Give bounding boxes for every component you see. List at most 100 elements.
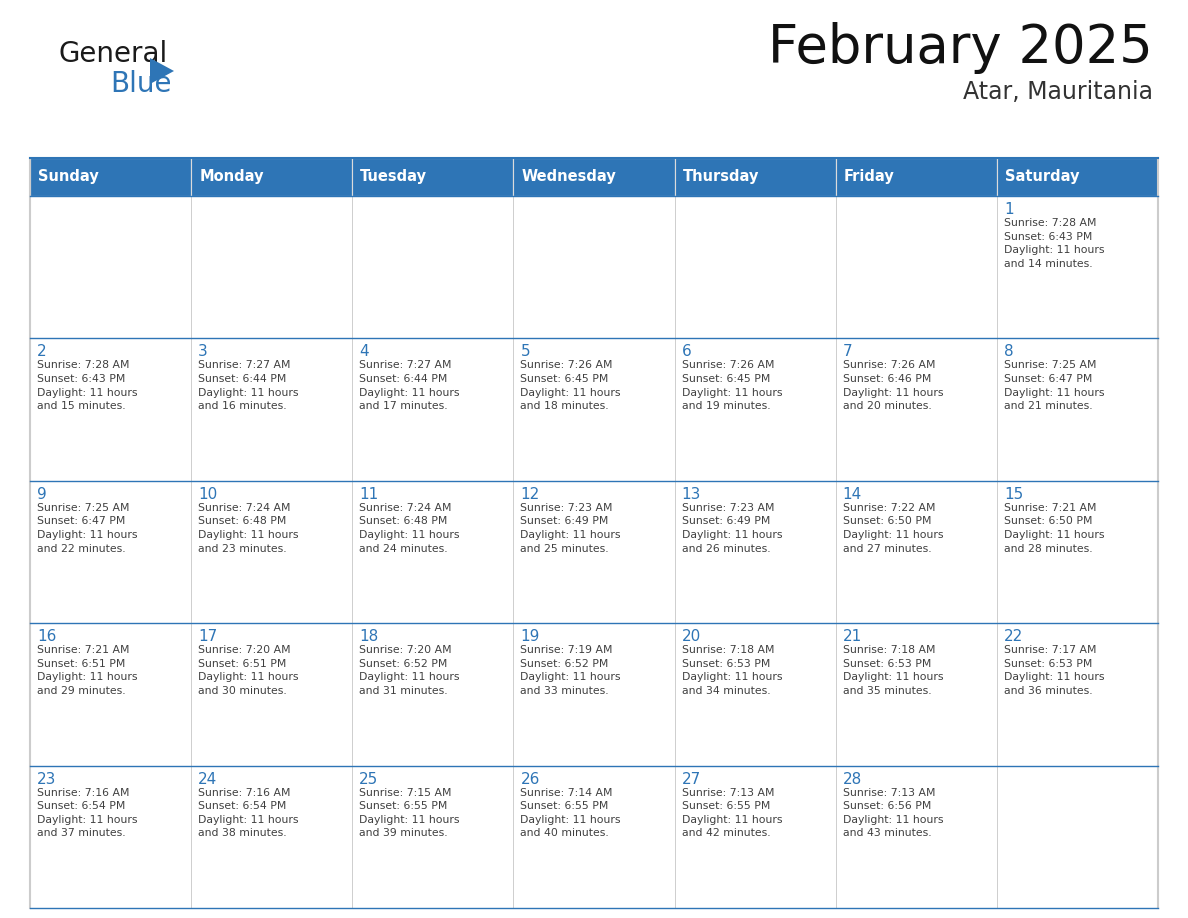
Bar: [997, 481, 1158, 623]
Bar: [997, 339, 1158, 481]
Bar: [997, 766, 1158, 908]
Text: Sunrise: 7:27 AM
Sunset: 6:44 PM
Daylight: 11 hours
and 17 minutes.: Sunrise: 7:27 AM Sunset: 6:44 PM Dayligh…: [359, 361, 460, 411]
Text: 3: 3: [198, 344, 208, 360]
Bar: [353, 339, 513, 481]
Bar: [30, 481, 191, 623]
Text: 21: 21: [842, 629, 862, 644]
Text: Wednesday: Wednesday: [522, 170, 617, 185]
Bar: [835, 481, 997, 623]
Bar: [30, 158, 191, 196]
Text: 11: 11: [359, 487, 379, 502]
Text: 15: 15: [1004, 487, 1023, 502]
Text: 17: 17: [198, 629, 217, 644]
Text: 13: 13: [682, 487, 701, 502]
Text: Sunrise: 7:24 AM
Sunset: 6:48 PM
Daylight: 11 hours
and 24 minutes.: Sunrise: 7:24 AM Sunset: 6:48 PM Dayligh…: [359, 503, 460, 554]
Text: Thursday: Thursday: [683, 170, 759, 185]
Text: 7: 7: [842, 344, 852, 360]
Text: Sunrise: 7:18 AM
Sunset: 6:53 PM
Daylight: 11 hours
and 35 minutes.: Sunrise: 7:18 AM Sunset: 6:53 PM Dayligh…: [842, 645, 943, 696]
Text: Sunrise: 7:23 AM
Sunset: 6:49 PM
Daylight: 11 hours
and 26 minutes.: Sunrise: 7:23 AM Sunset: 6:49 PM Dayligh…: [682, 503, 782, 554]
Bar: [30, 623, 191, 766]
Text: Sunrise: 7:26 AM
Sunset: 6:45 PM
Daylight: 11 hours
and 18 minutes.: Sunrise: 7:26 AM Sunset: 6:45 PM Dayligh…: [520, 361, 621, 411]
Text: 22: 22: [1004, 629, 1023, 644]
Text: Sunrise: 7:19 AM
Sunset: 6:52 PM
Daylight: 11 hours
and 33 minutes.: Sunrise: 7:19 AM Sunset: 6:52 PM Dayligh…: [520, 645, 621, 696]
Text: Sunrise: 7:21 AM
Sunset: 6:50 PM
Daylight: 11 hours
and 28 minutes.: Sunrise: 7:21 AM Sunset: 6:50 PM Dayligh…: [1004, 503, 1105, 554]
Text: Blue: Blue: [110, 70, 171, 98]
Bar: [835, 339, 997, 481]
Text: Sunrise: 7:16 AM
Sunset: 6:54 PM
Daylight: 11 hours
and 38 minutes.: Sunrise: 7:16 AM Sunset: 6:54 PM Dayligh…: [198, 788, 298, 838]
Bar: [513, 766, 675, 908]
Bar: [997, 158, 1158, 196]
Text: 23: 23: [37, 772, 56, 787]
Text: Atar, Mauritania: Atar, Mauritania: [963, 80, 1154, 104]
Bar: [353, 766, 513, 908]
Text: February 2025: February 2025: [769, 22, 1154, 74]
Bar: [191, 623, 353, 766]
Text: Sunrise: 7:26 AM
Sunset: 6:46 PM
Daylight: 11 hours
and 20 minutes.: Sunrise: 7:26 AM Sunset: 6:46 PM Dayligh…: [842, 361, 943, 411]
Bar: [353, 158, 513, 196]
Text: 6: 6: [682, 344, 691, 360]
Text: 8: 8: [1004, 344, 1013, 360]
Text: 19: 19: [520, 629, 539, 644]
Text: 2: 2: [37, 344, 46, 360]
Bar: [30, 339, 191, 481]
Text: 27: 27: [682, 772, 701, 787]
Text: Sunrise: 7:14 AM
Sunset: 6:55 PM
Daylight: 11 hours
and 40 minutes.: Sunrise: 7:14 AM Sunset: 6:55 PM Dayligh…: [520, 788, 621, 838]
Text: Sunrise: 7:15 AM
Sunset: 6:55 PM
Daylight: 11 hours
and 39 minutes.: Sunrise: 7:15 AM Sunset: 6:55 PM Dayligh…: [359, 788, 460, 838]
Text: Sunrise: 7:25 AM
Sunset: 6:47 PM
Daylight: 11 hours
and 22 minutes.: Sunrise: 7:25 AM Sunset: 6:47 PM Dayligh…: [37, 503, 138, 554]
Polygon shape: [150, 58, 173, 84]
Text: Tuesday: Tuesday: [360, 170, 428, 185]
Bar: [675, 766, 835, 908]
Bar: [30, 766, 191, 908]
Text: General: General: [58, 40, 168, 68]
Text: 25: 25: [359, 772, 379, 787]
Bar: [997, 623, 1158, 766]
Text: 12: 12: [520, 487, 539, 502]
Bar: [513, 158, 675, 196]
Text: Sunrise: 7:13 AM
Sunset: 6:55 PM
Daylight: 11 hours
and 42 minutes.: Sunrise: 7:13 AM Sunset: 6:55 PM Dayligh…: [682, 788, 782, 838]
Text: 4: 4: [359, 344, 369, 360]
Text: Sunday: Sunday: [38, 170, 99, 185]
Text: Sunrise: 7:28 AM
Sunset: 6:43 PM
Daylight: 11 hours
and 15 minutes.: Sunrise: 7:28 AM Sunset: 6:43 PM Dayligh…: [37, 361, 138, 411]
Bar: [191, 481, 353, 623]
Bar: [835, 158, 997, 196]
Text: Sunrise: 7:26 AM
Sunset: 6:45 PM
Daylight: 11 hours
and 19 minutes.: Sunrise: 7:26 AM Sunset: 6:45 PM Dayligh…: [682, 361, 782, 411]
Text: 5: 5: [520, 344, 530, 360]
Bar: [675, 623, 835, 766]
Bar: [513, 623, 675, 766]
Bar: [513, 196, 675, 339]
Text: 18: 18: [359, 629, 379, 644]
Text: Sunrise: 7:24 AM
Sunset: 6:48 PM
Daylight: 11 hours
and 23 minutes.: Sunrise: 7:24 AM Sunset: 6:48 PM Dayligh…: [198, 503, 298, 554]
Bar: [835, 196, 997, 339]
Text: Sunrise: 7:27 AM
Sunset: 6:44 PM
Daylight: 11 hours
and 16 minutes.: Sunrise: 7:27 AM Sunset: 6:44 PM Dayligh…: [198, 361, 298, 411]
Text: 28: 28: [842, 772, 862, 787]
Bar: [835, 766, 997, 908]
Text: Monday: Monday: [200, 170, 264, 185]
Bar: [191, 766, 353, 908]
Bar: [675, 158, 835, 196]
Bar: [675, 481, 835, 623]
Text: Sunrise: 7:17 AM
Sunset: 6:53 PM
Daylight: 11 hours
and 36 minutes.: Sunrise: 7:17 AM Sunset: 6:53 PM Dayligh…: [1004, 645, 1105, 696]
Text: Sunrise: 7:21 AM
Sunset: 6:51 PM
Daylight: 11 hours
and 29 minutes.: Sunrise: 7:21 AM Sunset: 6:51 PM Dayligh…: [37, 645, 138, 696]
Bar: [675, 196, 835, 339]
Bar: [191, 339, 353, 481]
Text: Friday: Friday: [843, 170, 895, 185]
Text: 24: 24: [198, 772, 217, 787]
Text: 14: 14: [842, 487, 862, 502]
Text: Saturday: Saturday: [1005, 170, 1080, 185]
Bar: [513, 339, 675, 481]
Bar: [513, 481, 675, 623]
Bar: [30, 196, 191, 339]
Bar: [191, 196, 353, 339]
Bar: [353, 623, 513, 766]
Text: 1: 1: [1004, 202, 1013, 217]
Text: Sunrise: 7:13 AM
Sunset: 6:56 PM
Daylight: 11 hours
and 43 minutes.: Sunrise: 7:13 AM Sunset: 6:56 PM Dayligh…: [842, 788, 943, 838]
Text: 10: 10: [198, 487, 217, 502]
Text: 16: 16: [37, 629, 56, 644]
Text: Sunrise: 7:28 AM
Sunset: 6:43 PM
Daylight: 11 hours
and 14 minutes.: Sunrise: 7:28 AM Sunset: 6:43 PM Dayligh…: [1004, 218, 1105, 269]
Text: 20: 20: [682, 629, 701, 644]
Bar: [997, 196, 1158, 339]
Text: Sunrise: 7:16 AM
Sunset: 6:54 PM
Daylight: 11 hours
and 37 minutes.: Sunrise: 7:16 AM Sunset: 6:54 PM Dayligh…: [37, 788, 138, 838]
Text: Sunrise: 7:20 AM
Sunset: 6:52 PM
Daylight: 11 hours
and 31 minutes.: Sunrise: 7:20 AM Sunset: 6:52 PM Dayligh…: [359, 645, 460, 696]
Bar: [353, 481, 513, 623]
Bar: [675, 339, 835, 481]
